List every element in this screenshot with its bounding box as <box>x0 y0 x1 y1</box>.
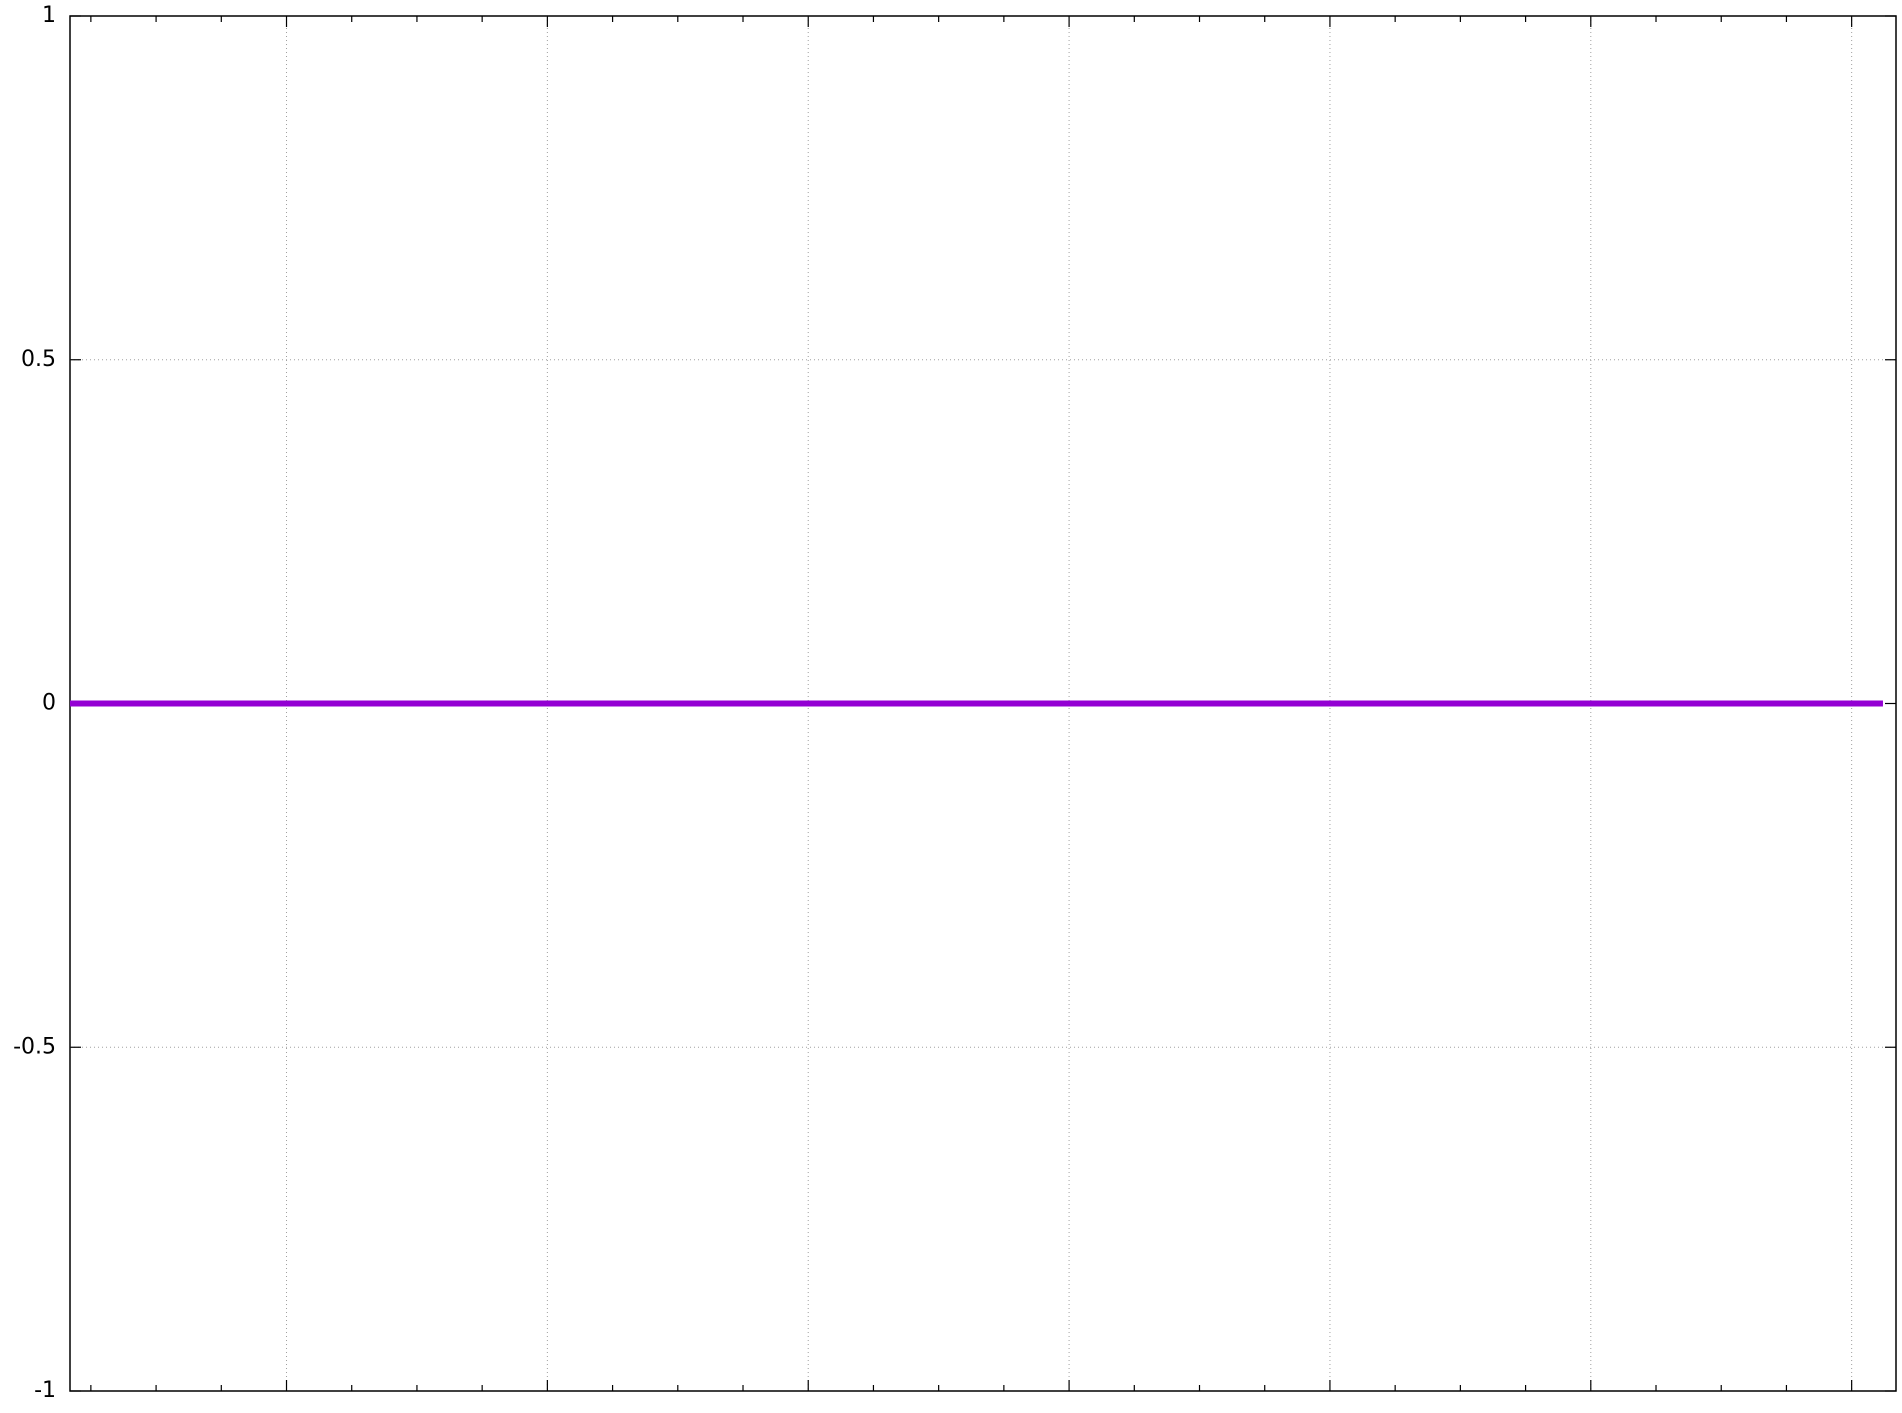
y-tick-label: 0 <box>42 691 56 716</box>
y-tick-label: -0.5 <box>13 1034 56 1059</box>
y-tick-label: 1 <box>42 3 56 28</box>
y-tick-label: -1 <box>34 1378 56 1403</box>
y-tick-label: 0.5 <box>21 347 56 372</box>
